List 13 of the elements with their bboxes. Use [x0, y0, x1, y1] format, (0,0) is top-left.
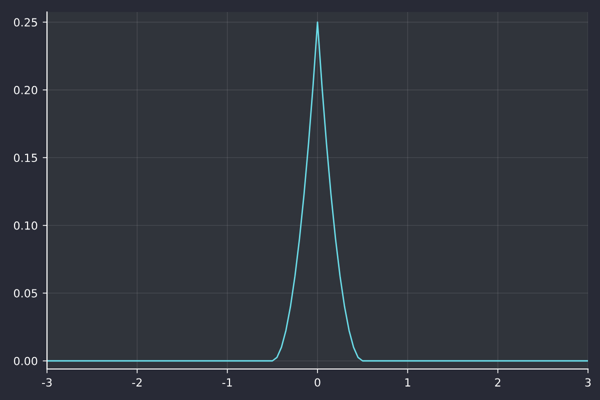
y-tick-label: 0.00 [14, 356, 38, 366]
x-tick-label: -2 [132, 378, 142, 386]
x-tick-label: 0 [314, 378, 320, 387]
y-tick-label: 0.25 [14, 18, 37, 27]
x-tick-label: 3 [585, 378, 591, 387]
y-tick-label: 0.15 [14, 154, 37, 162]
y-tick-label: 0.05 [14, 289, 37, 298]
x-tick-label: 1 [405, 378, 410, 386]
y-tick-label: 0.10 [14, 221, 38, 230]
y-tick-label: 0.20 [14, 86, 38, 94]
x-tick-label: -1 [222, 378, 232, 386]
x-tick-label: 2 [495, 378, 500, 386]
x-tick-label: -3 [42, 378, 52, 387]
